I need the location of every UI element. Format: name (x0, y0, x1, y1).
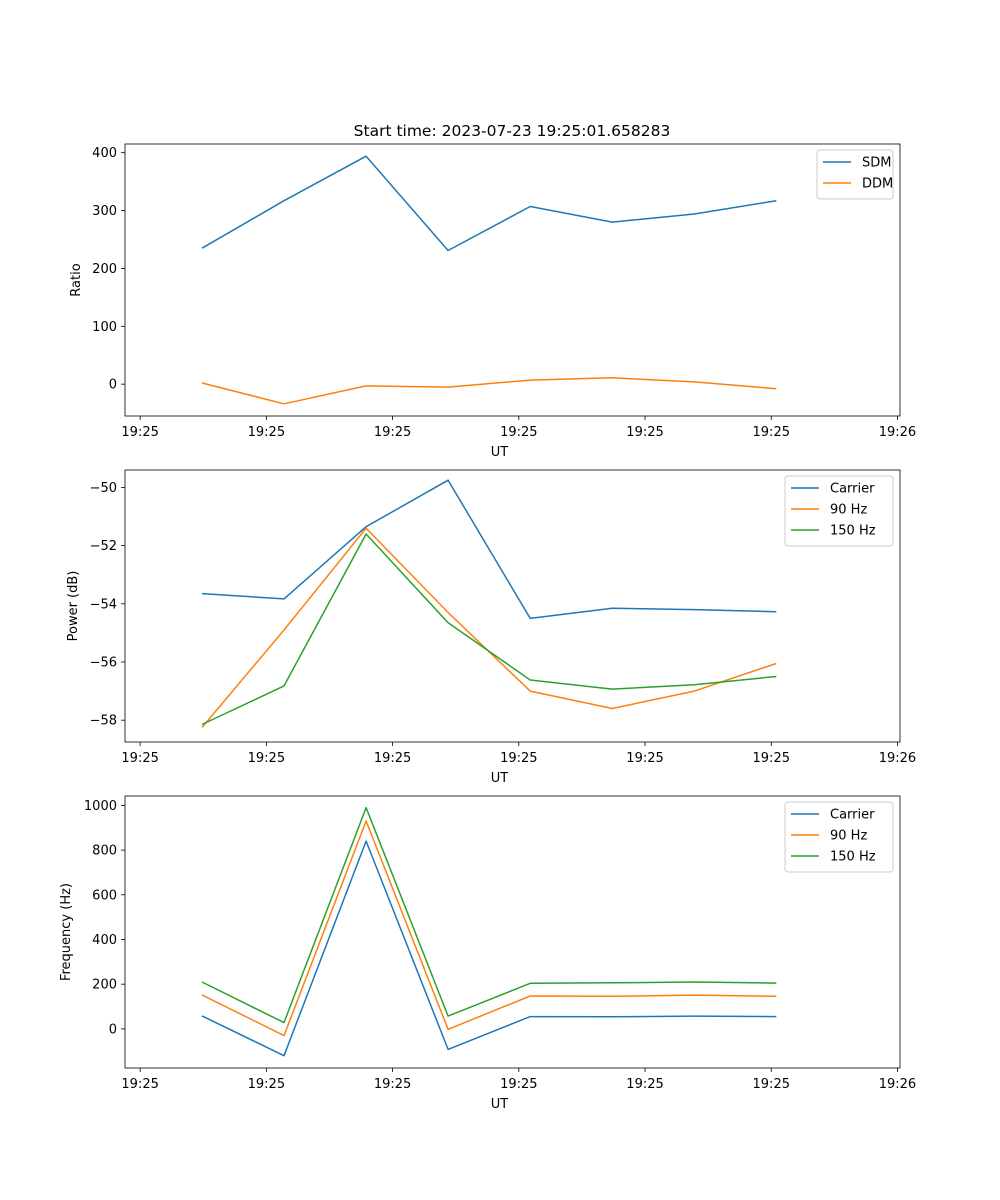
chart-title: Start time: 2023-07-23 19:25:01.658283 (354, 122, 671, 140)
panels: 19:25 19:25 19:25 19:25 19:25 19:25 19:26 0 100 2… (59, 143, 916, 1112)
power-legend-label-carrier: Carrier (830, 482, 875, 497)
frequency-legend-box (784, 801, 894, 873)
power-y-tick-label: −50 (90, 481, 117, 496)
ratio-y-tick-label: 400 (92, 146, 117, 161)
power-panel: 19:25 19:25 19:25 19:25 19:25 19:25 19:26 −58 −5… (66, 469, 916, 786)
power-x-tick-label: 19:26 (879, 751, 916, 766)
frequency-x-tick-label: 19:26 (879, 1077, 916, 1092)
power-y-axis-label: Power (dB) (66, 571, 81, 642)
power-x-tick-label: 19:25 (121, 751, 158, 766)
frequency-legend-label-carrier: Carrier (830, 808, 875, 823)
frequency-series-carrier-line (201, 840, 777, 1057)
frequency-series-90-hz-line (201, 820, 777, 1037)
ratio-legend-label-ddm: DDM (862, 177, 893, 192)
power-x-tick-label: 19:25 (753, 751, 790, 766)
frequency-panel: 19:25 19:25 19:25 19:25 19:25 19:25 19:26 0 200 4… (59, 795, 916, 1112)
ratio-legend: SDM DDM (816, 149, 894, 200)
ratio-series-ddm-line (201, 377, 777, 405)
power-y-tick-label: −56 (90, 656, 117, 671)
power-x-tick-label: 19:25 (500, 751, 537, 766)
frequency-x-axis-label: UT (491, 1097, 509, 1112)
ratio-series-sdm-line (201, 155, 777, 252)
frequency-legend-label-90-hz: 90 Hz (830, 829, 867, 844)
power-x-tick-label: 19:25 (626, 751, 663, 766)
ratio-x-tick-label: 19:25 (753, 425, 790, 440)
ratio-y-axis-label: Ratio (69, 263, 84, 296)
ratio-y-tick-label: 200 (92, 262, 117, 277)
frequency-x-tick-label: 19:25 (753, 1077, 790, 1092)
power-series-carrier-line (201, 479, 777, 620)
frequency-legend: Carrier 90 Hz 150 Hz (784, 801, 894, 873)
ratio-x-tick-label: 19:26 (879, 425, 916, 440)
ratio-x-tick-label: 19:25 (374, 425, 411, 440)
power-legend-label-90-hz: 90 Hz (830, 503, 867, 518)
frequency-x-tick-label: 19:25 (500, 1077, 537, 1092)
power-x-tick-label: 19:25 (248, 751, 285, 766)
frequency-y-axis-label: Frequency (Hz) (59, 883, 74, 981)
power-legend-label-150-hz: 150 Hz (830, 524, 876, 539)
ratio-y-tick-label: 300 (92, 204, 117, 219)
power-legend-box (784, 475, 894, 547)
frequency-y-tick-label: 200 (92, 978, 117, 993)
power-y-tick-label: −52 (90, 539, 117, 554)
frequency-y-tick-label: 400 (92, 933, 117, 948)
frequency-y-tick-label: 600 (92, 888, 117, 903)
ratio-x-tick-label: 19:25 (626, 425, 663, 440)
ratio-axes-frame (124, 143, 901, 417)
power-axes-frame (124, 469, 901, 743)
power-x-axis-label: UT (491, 771, 509, 786)
frequency-x-tick-label: 19:25 (626, 1077, 663, 1092)
power-x-tick-label: 19:25 (374, 751, 411, 766)
frequency-axes-frame (124, 795, 901, 1069)
frequency-x-tick-label: 19:25 (248, 1077, 285, 1092)
power-y-tick-label: −54 (90, 597, 117, 612)
frequency-legend-label-150-hz: 150 Hz (830, 850, 876, 865)
power-legend: Carrier 90 Hz 150 Hz (784, 475, 894, 547)
ratio-x-tick-label: 19:25 (500, 425, 537, 440)
frequency-y-tick-label: 1000 (84, 799, 117, 814)
frequency-y-tick-label: 0 (109, 1022, 117, 1037)
ratio-x-axis-label: UT (491, 445, 509, 460)
frequency-x-tick-label: 19:25 (121, 1077, 158, 1092)
ratio-legend-label-sdm: SDM (862, 156, 891, 171)
frequency-series-150-hz-line (201, 806, 777, 1024)
ratio-y-tick-label: 100 (92, 320, 117, 335)
frequency-x-tick-label: 19:25 (374, 1077, 411, 1092)
ratio-x-tick-label: 19:25 (248, 425, 285, 440)
frequency-y-tick-label: 800 (92, 844, 117, 859)
power-series-150-hz-line (201, 533, 777, 726)
ratio-y-tick-label: 0 (109, 378, 117, 393)
power-y-tick-label: −58 (90, 714, 117, 729)
ratio-panel: 19:25 19:25 19:25 19:25 19:25 19:25 19:26 0 100 2… (69, 143, 916, 460)
ratio-x-tick-label: 19:25 (121, 425, 158, 440)
